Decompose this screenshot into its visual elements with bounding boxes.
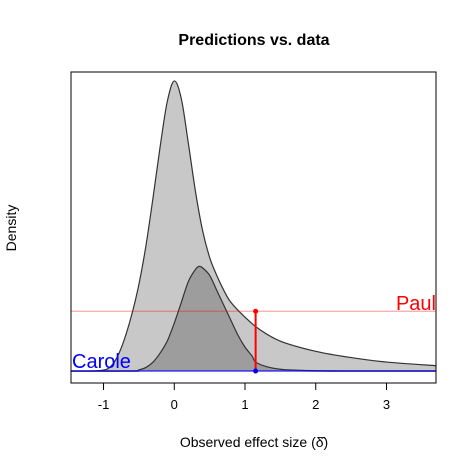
x-tick-label: 1: [241, 397, 248, 412]
x-tick-label: 0: [171, 397, 178, 412]
y-axis-label: Density: [3, 205, 19, 252]
paul-label: Paul: [396, 293, 436, 315]
x-tick-label: 2: [312, 397, 319, 412]
x-tick-label: 3: [383, 397, 390, 412]
chart-title: Predictions vs. data: [178, 32, 329, 49]
carole-label: Carole: [72, 351, 131, 373]
x-tick-label: -1: [98, 397, 110, 412]
paul-point: [253, 308, 259, 314]
series-1-area: [71, 80, 436, 372]
series-2-line: [70, 265, 437, 372]
plot-area: Paul Carole -1 0 1 2 3: [70, 71, 437, 412]
x-axis-label: Observed effect size (δ̂): [180, 434, 328, 450]
series-1-line: [70, 80, 437, 372]
carole-point: [253, 368, 259, 374]
